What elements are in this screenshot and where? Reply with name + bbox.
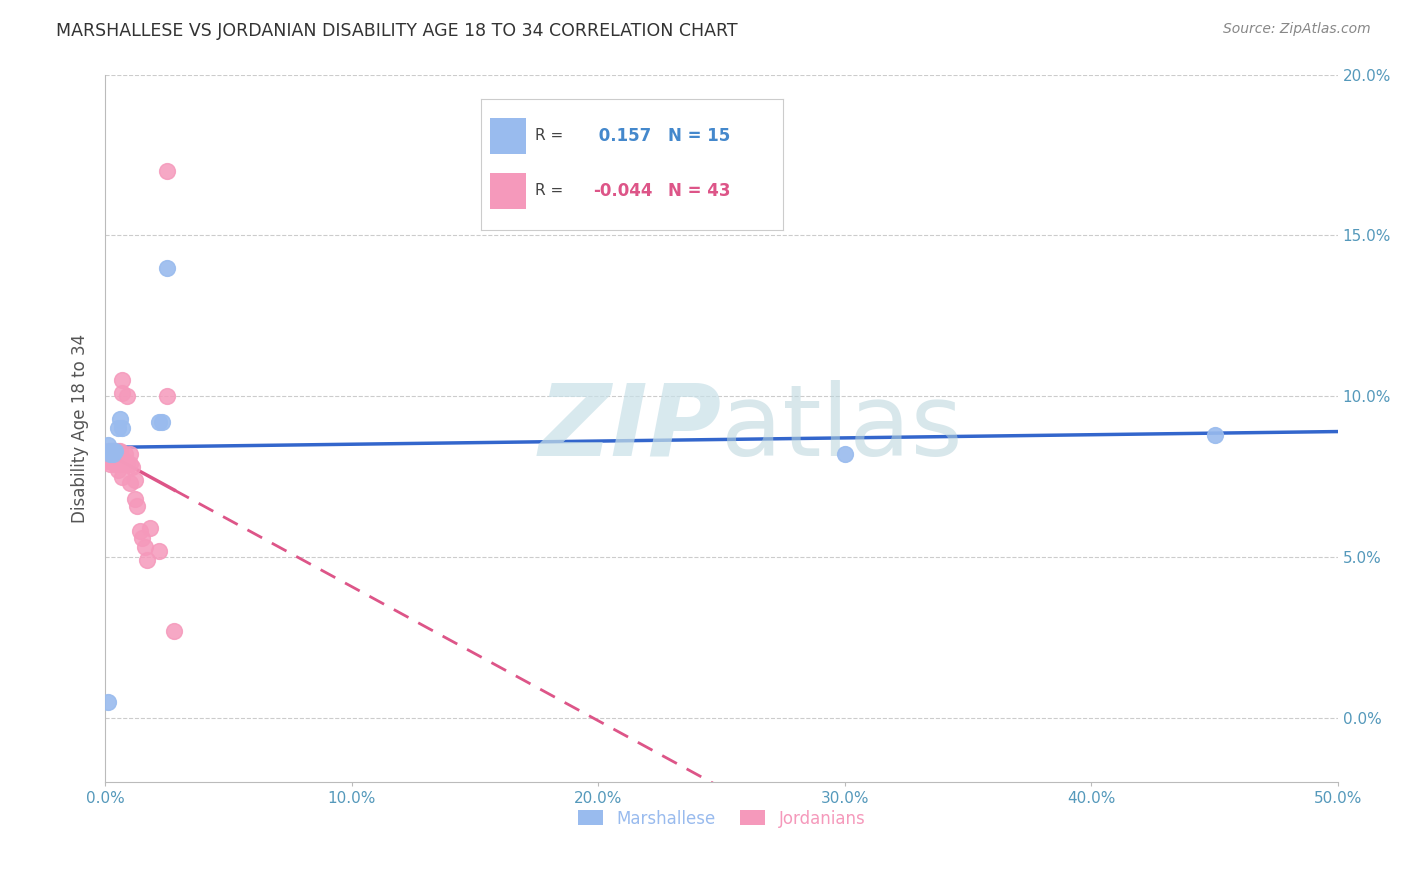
Point (101, 444, 124, 458)
Point (138, 521, 160, 535)
Point (104, 457, 127, 471)
Point (117, 457, 139, 471)
Point (98, 447, 121, 461)
Point (156, 260, 179, 275)
Point (101, 444, 124, 458)
Point (104, 447, 127, 461)
Point (148, 543, 170, 558)
Point (108, 457, 131, 471)
Point (98, 450, 121, 465)
Point (101, 447, 124, 461)
Point (97, 695, 120, 709)
Point (107, 463, 129, 477)
Legend: Marshallese, Jordanians: Marshallese, Jordanians (571, 803, 872, 834)
Text: MARSHALLESE VS JORDANIAN DISABILITY AGE 18 TO 34 CORRELATION CHART: MARSHALLESE VS JORDANIAN DISABILITY AGE … (56, 22, 738, 40)
Text: atlas: atlas (721, 380, 963, 477)
Point (104, 444, 127, 458)
Point (156, 164, 179, 178)
Point (98, 447, 121, 461)
Point (97, 444, 120, 458)
Point (108, 411, 131, 425)
Point (150, 415, 173, 429)
Point (101, 450, 124, 465)
Point (127, 499, 149, 513)
Point (118, 447, 141, 461)
Point (834, 447, 856, 461)
Point (114, 447, 136, 461)
Point (97, 453, 120, 467)
Point (163, 624, 186, 639)
Text: ZIP: ZIP (538, 380, 721, 477)
Point (131, 531, 153, 545)
Point (124, 473, 146, 487)
Text: Source: ZipAtlas.com: Source: ZipAtlas.com (1223, 22, 1371, 37)
Point (101, 447, 124, 461)
Point (117, 389, 139, 403)
Point (104, 450, 127, 465)
Point (156, 389, 179, 403)
Point (121, 460, 143, 475)
Point (107, 447, 129, 461)
Point (104, 444, 127, 458)
Point (111, 421, 134, 435)
Point (108, 444, 131, 458)
Point (111, 469, 134, 483)
Point (98, 457, 121, 471)
Point (98, 444, 121, 458)
Point (111, 386, 134, 401)
Point (118, 457, 141, 471)
Point (128, 524, 150, 539)
Point (136, 553, 159, 567)
Point (107, 444, 129, 458)
Point (101, 453, 124, 467)
Point (148, 415, 170, 429)
Point (111, 373, 134, 387)
Point (118, 476, 141, 491)
Point (1204, 428, 1226, 442)
Point (98, 444, 121, 458)
Point (124, 492, 146, 507)
Point (114, 453, 136, 467)
Point (97, 437, 120, 451)
Y-axis label: Disability Age 18 to 34: Disability Age 18 to 34 (72, 334, 89, 523)
Point (134, 541, 156, 555)
Point (97, 447, 120, 461)
Point (107, 421, 129, 435)
